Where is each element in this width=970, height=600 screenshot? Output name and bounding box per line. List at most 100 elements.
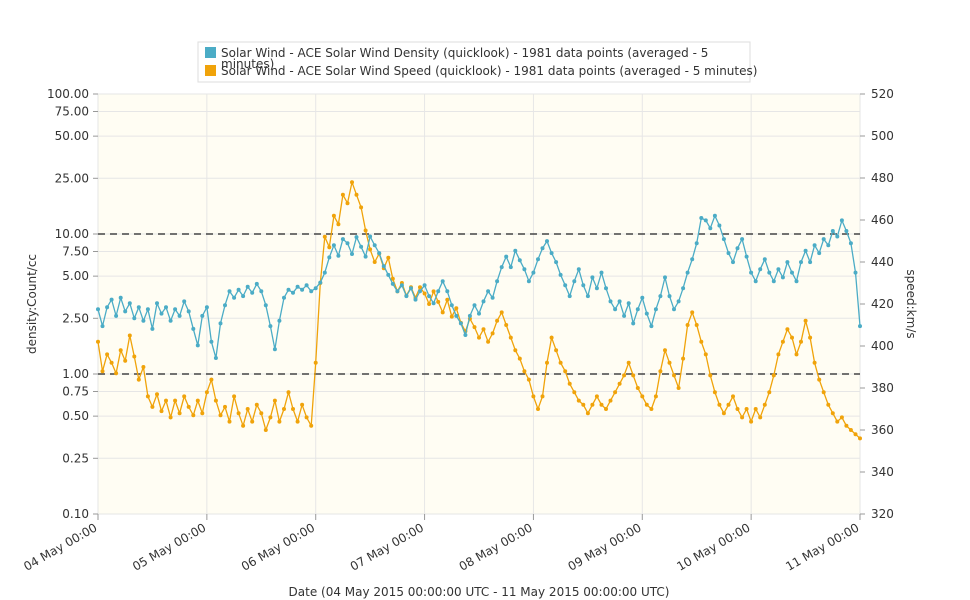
data-point-density [263,303,268,308]
data-point-speed [263,428,268,432]
data-point-density [164,305,168,310]
data-point-density [594,286,599,291]
data-point-density [790,270,794,275]
data-point-density [508,265,513,270]
data-point-speed [123,358,128,363]
data-point-density [631,321,636,326]
data-point-speed [640,394,645,399]
data-point-speed [799,339,803,344]
data-point-density [254,281,259,286]
left-tick-label: 7.50 [62,244,89,258]
data-point-density [567,294,572,299]
data-point-speed [354,192,359,197]
data-point-speed [817,377,822,382]
data-point-density [599,270,604,275]
data-point-density [449,303,454,308]
data-point-speed [250,419,255,424]
data-point-density [762,257,767,262]
data-point-density [100,324,105,329]
data-point-density [649,324,654,329]
data-point-speed [223,404,227,409]
data-point-density [458,321,463,326]
data-point-density [404,294,409,299]
data-point-density [536,257,540,262]
legend-swatch-speed[interactable] [205,65,216,76]
data-point-speed [100,369,105,374]
data-point-density [794,279,799,284]
data-point-speed [694,323,699,327]
data-point-density [545,239,549,244]
data-point-density [504,254,509,259]
data-point-speed [436,299,441,304]
data-point-density [640,295,645,300]
data-point-speed [327,245,332,250]
data-point-speed [613,390,618,395]
data-point-speed [617,381,622,386]
data-point-density [753,279,758,284]
data-point-speed [209,377,214,382]
data-point-speed [390,276,395,281]
data-point-density [604,286,608,291]
data-point-speed [145,394,150,399]
data-point-speed [304,415,309,420]
data-point-density [218,321,223,326]
legend-label-density[interactable]: Solar Wind - ACE Solar Wind Density (qui… [221,46,708,71]
right-tick-label: 480 [871,171,894,185]
data-point-speed [164,398,168,403]
data-point-density [359,244,364,249]
data-point-speed [486,339,491,344]
data-point-density [486,289,491,294]
data-point-density [681,286,686,291]
data-point-speed [495,318,500,323]
left-tick-label: 75.00 [55,104,89,118]
data-point-density [708,226,713,231]
x-tick-label: 04 May 00:00 [21,520,99,573]
data-point-speed [141,365,146,369]
data-point-speed [594,394,599,399]
data-point-density [331,243,336,248]
data-point-density [776,267,781,272]
data-point-speed [517,356,522,361]
data-point-density [318,280,323,285]
data-point-density [354,235,359,240]
data-point-speed [740,415,745,420]
data-point-density [531,270,536,275]
threshold-lines [98,233,860,375]
data-point-density [272,347,277,352]
data-point-density [191,326,196,331]
data-point-speed [758,415,763,420]
data-point-speed [744,407,749,411]
data-point-density [390,281,395,286]
right-tick-label: 400 [871,339,894,353]
left-tick-label: 2.50 [62,311,89,325]
data-point-speed [712,390,717,395]
data-point-speed [717,402,722,407]
x-tick-label: 09 May 00:00 [566,520,644,573]
data-point-density [204,305,209,310]
data-point-speed [653,394,658,399]
data-point-density [495,279,500,284]
data-point-density [336,253,341,258]
legend-swatch-density[interactable] [205,47,216,58]
data-point-speed [277,419,282,424]
data-point-speed [585,411,590,416]
data-point-density [613,307,618,312]
data-point-speed [721,411,726,416]
data-point-speed [554,348,559,353]
legend-label-speed[interactable]: Solar Wind - ACE Solar Wind Speed (quick… [221,64,757,78]
data-point-speed [835,419,840,424]
x-tick-label: 07 May 00:00 [348,520,426,573]
data-point-density [454,313,459,318]
data-point-density [563,283,568,288]
data-point-speed [858,436,862,441]
data-point-density [155,301,159,306]
data-point-speed [105,352,110,357]
data-point-density [626,301,631,306]
data-point-density [114,313,119,318]
data-point-density [236,287,241,292]
data-point-speed [504,323,509,327]
data-point-speed [322,234,327,239]
data-point-speed [839,415,844,420]
data-point-density [785,260,790,265]
data-point-density [576,267,581,272]
